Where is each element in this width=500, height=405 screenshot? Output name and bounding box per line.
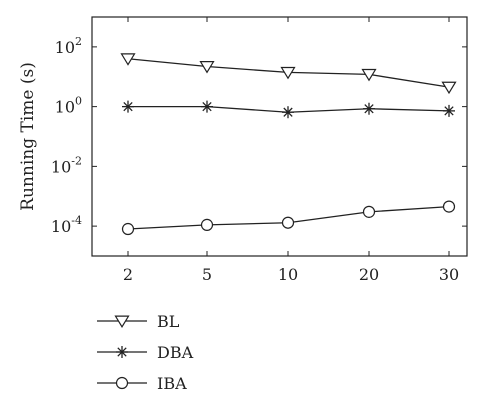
y-tick-label: 10-4 (51, 214, 82, 236)
legend-marker (115, 376, 129, 390)
data-point-dba (282, 106, 294, 119)
legend-label: IBA (157, 374, 187, 393)
data-point-bl (441, 81, 457, 95)
data-point-iba (281, 216, 295, 229)
data-point-dba (443, 104, 455, 117)
legend-entry-bl: BL (97, 312, 180, 331)
x-tick-label: 5 (202, 265, 212, 284)
legend-label: BL (157, 312, 180, 331)
x-tick-label: 10 (278, 265, 298, 284)
legend-marker (114, 315, 130, 329)
legend-entry-dba: DBA (97, 343, 194, 362)
y-tick-label: 102 (55, 35, 82, 57)
x-tick-label: 20 (359, 265, 379, 284)
data-point-dba (122, 100, 134, 113)
x-tick-label: 30 (439, 265, 459, 284)
y-axis-title: Running Time (s) (18, 62, 38, 211)
data-point-dba (201, 100, 213, 113)
y-tick-label: 10-2 (51, 154, 82, 176)
legend-label: DBA (157, 343, 194, 362)
data-point-bl (280, 66, 296, 80)
data-point-bl (120, 53, 136, 66)
legend-entry-iba: IBA (97, 374, 187, 393)
y-tick-label: 100 (55, 95, 82, 117)
data-point-iba (121, 222, 135, 236)
data-point-bl (199, 61, 215, 74)
data-point-iba (200, 218, 214, 231)
x-tick-label: 2 (123, 265, 133, 284)
plot-frame (91, 16, 468, 257)
data-point-iba (442, 200, 456, 213)
data-point-bl (361, 68, 377, 82)
data-point-dba (363, 102, 375, 115)
legend-marker (116, 346, 128, 358)
data-point-iba (362, 205, 376, 218)
plot-area: 2 5 10 20 30 102 100 10-2 10-4 Running Time (s) (18, 16, 468, 284)
legend: BL DBA IBA (97, 312, 194, 393)
